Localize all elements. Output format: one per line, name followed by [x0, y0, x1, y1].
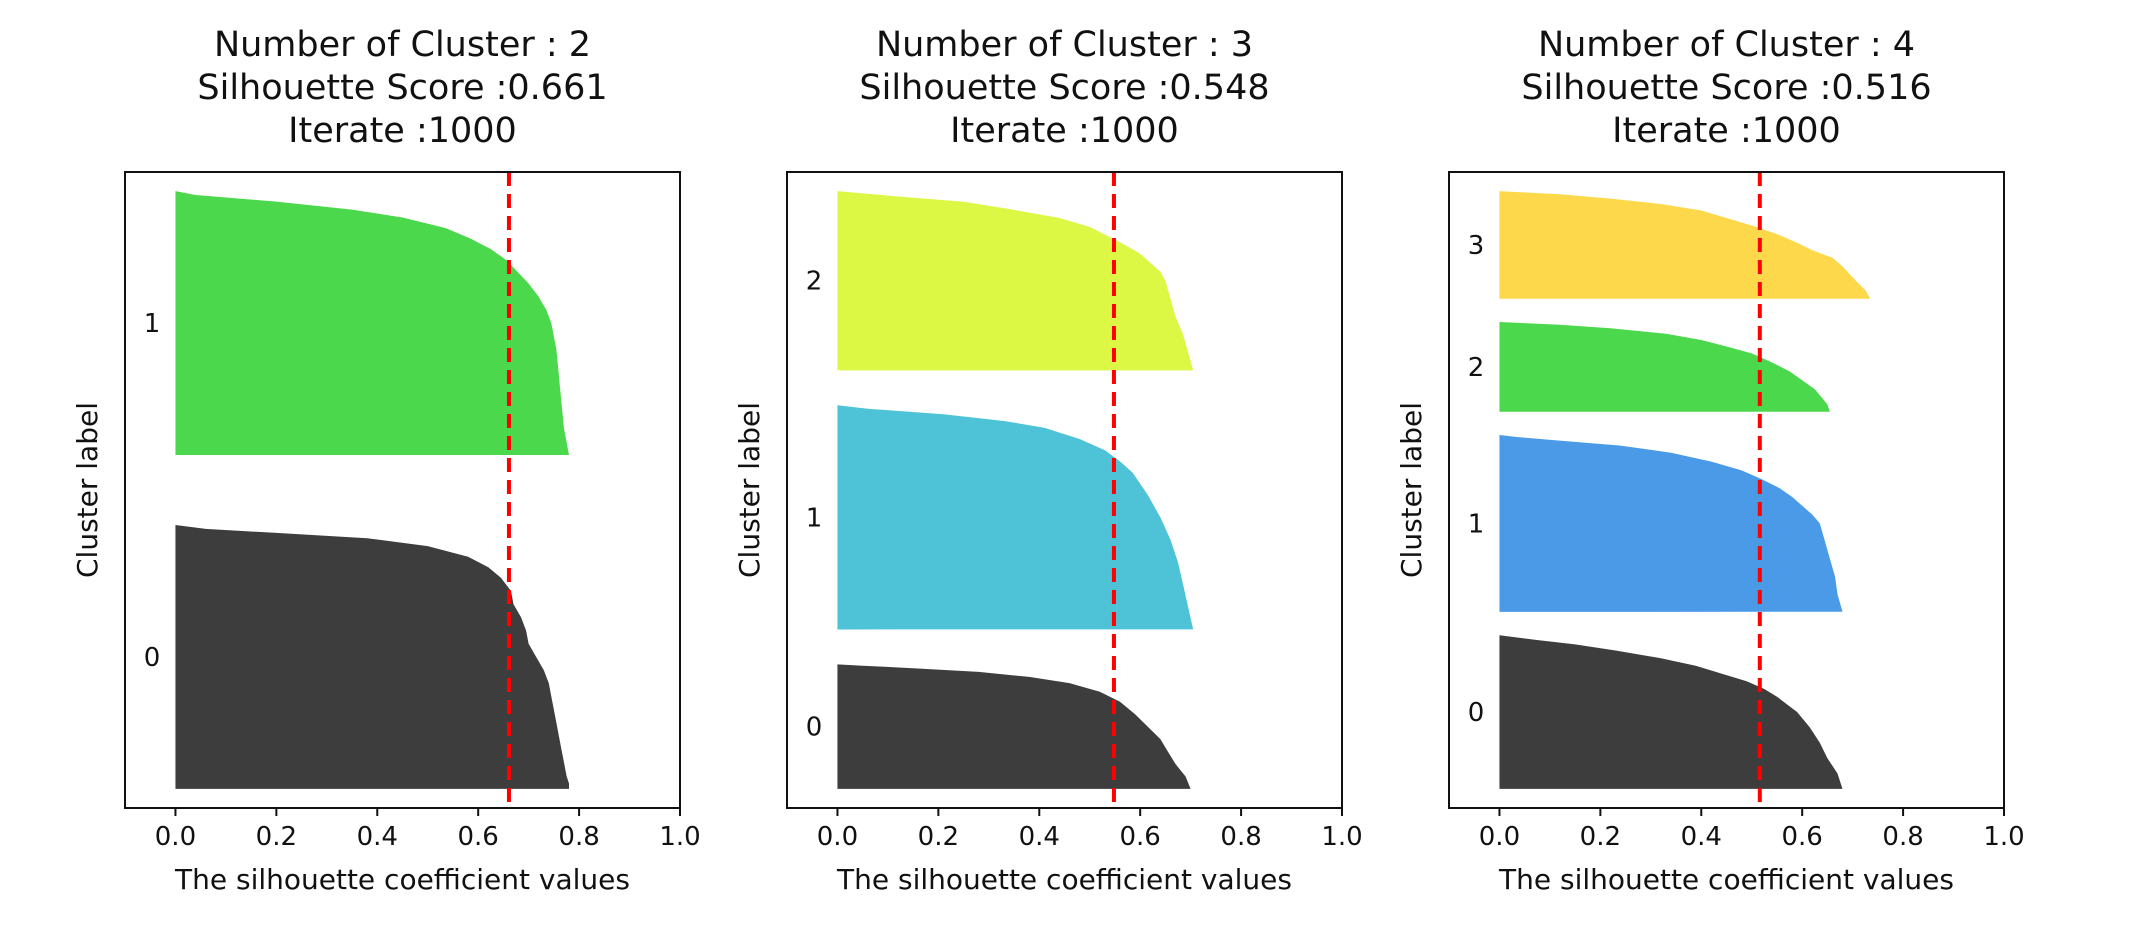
chart-title-line-1: Number of Cluster : 4	[1538, 25, 1915, 65]
x-tick-label: 1.0	[1983, 822, 2024, 852]
cluster-label-1: 1	[806, 503, 823, 533]
cluster-label-2: 2	[806, 267, 823, 297]
chart-title-line-2: Silhouette Score :0.548	[859, 68, 1269, 108]
x-tick-label: 0.4	[1681, 822, 1722, 852]
cluster-2-silhouette	[837, 191, 1194, 371]
cluster-label-2: 2	[1468, 353, 1485, 383]
chart-title-line-2: Silhouette Score :0.661	[197, 68, 607, 108]
x-tick-label: 1.0	[1321, 822, 1362, 852]
x-tick-label: 0.2	[1580, 822, 1621, 852]
cluster-0-silhouette	[837, 664, 1191, 789]
cluster-3-silhouette	[1499, 191, 1871, 299]
x-tick-label: 0.4	[357, 822, 398, 852]
x-tick-label: 0.2	[918, 822, 959, 852]
cluster-label-0: 0	[144, 643, 161, 673]
x-axis-label: The silhouette coefficient values	[836, 863, 1292, 896]
cluster-label-0: 0	[1468, 698, 1485, 728]
x-tick-label: 0.6	[1782, 822, 1823, 852]
x-axis-label: The silhouette coefficient values	[174, 863, 630, 896]
chart-title-line-2: Silhouette Score :0.516	[1521, 68, 1931, 108]
y-axis-label: Cluster label	[1395, 402, 1428, 578]
cluster-label-3: 3	[1468, 231, 1485, 261]
y-axis-label: Cluster label	[71, 402, 104, 578]
cluster-2-silhouette	[1499, 322, 1830, 412]
cluster-0-silhouette	[175, 524, 570, 789]
cluster-1-silhouette	[837, 405, 1194, 630]
chart-title-line-3: Iterate :1000	[1612, 111, 1841, 151]
x-tick-label: 0.6	[1120, 822, 1161, 852]
chart-title-line-1: Number of Cluster : 2	[214, 25, 591, 65]
cluster-label-1: 1	[1468, 509, 1485, 539]
x-tick-label: 0.8	[1882, 822, 1923, 852]
x-tick-label: 0.4	[1019, 822, 1060, 852]
chart-title-line-1: Number of Cluster : 3	[876, 25, 1253, 65]
x-axis-label: The silhouette coefficient values	[1498, 863, 1954, 896]
axes-frame	[786, 171, 1343, 809]
y-axis-label: Cluster label	[733, 402, 766, 578]
x-tick-label: 1.0	[659, 822, 700, 852]
x-tick-label: 0.0	[1479, 822, 1520, 852]
x-tick-label: 0.6	[458, 822, 499, 852]
x-tick-label: 0.8	[1220, 822, 1261, 852]
chart-title-line-3: Iterate :1000	[288, 111, 517, 151]
chart-title-line-3: Iterate :1000	[950, 111, 1179, 151]
cluster-label-0: 0	[806, 713, 823, 743]
x-tick-label: 0.2	[256, 822, 297, 852]
x-tick-label: 0.0	[817, 822, 858, 852]
axes-frame	[124, 171, 681, 809]
cluster-1-silhouette	[1499, 435, 1843, 612]
x-tick-label: 0.8	[558, 822, 599, 852]
x-tick-label: 0.0	[155, 822, 196, 852]
cluster-1-silhouette	[175, 191, 570, 456]
cluster-0-silhouette	[1499, 635, 1843, 789]
axes-frame	[1448, 171, 2005, 809]
cluster-label-1: 1	[144, 309, 161, 339]
